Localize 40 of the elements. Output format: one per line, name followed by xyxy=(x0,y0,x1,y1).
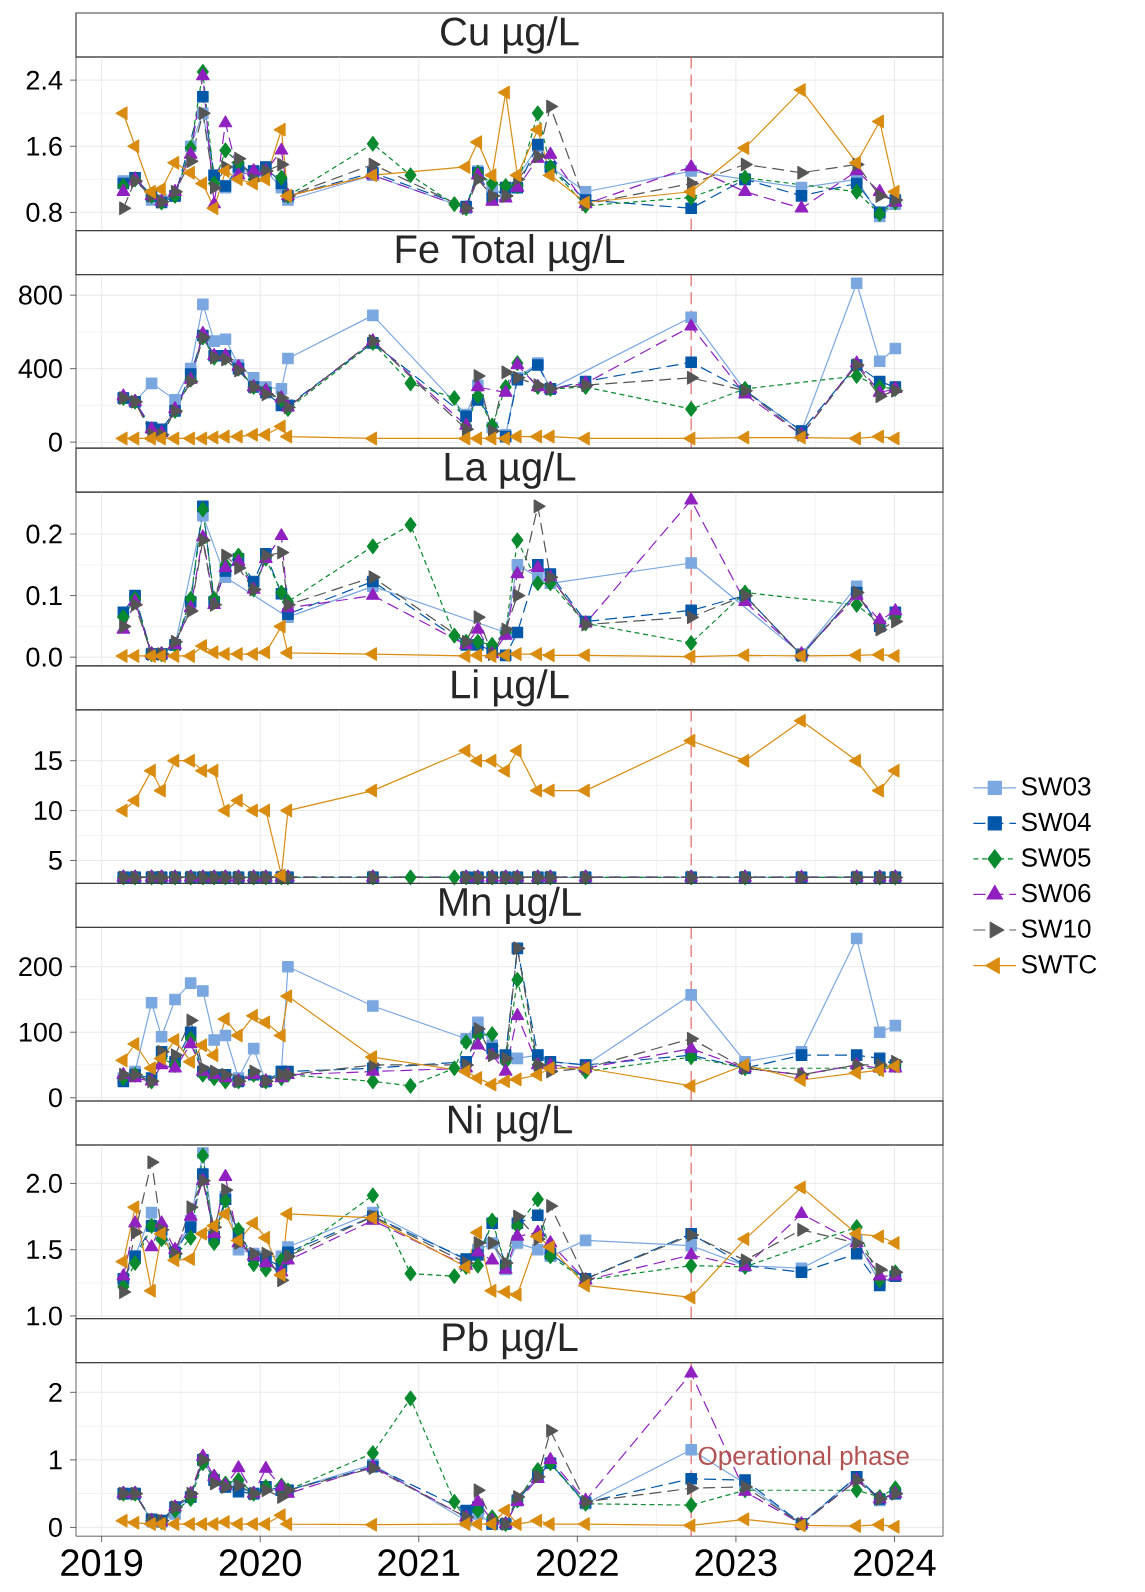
legend-label: SW03 xyxy=(1021,777,1091,796)
x-tick-label: 2022 xyxy=(536,1549,618,1577)
chart-title: Li µg/L xyxy=(452,669,569,707)
y-tick-label: 0.0 xyxy=(26,647,62,667)
x-tick-label: 2020 xyxy=(219,1549,301,1577)
chart-title: Mn µg/L xyxy=(440,886,581,925)
y-tick-label: 0.2 xyxy=(26,524,62,544)
y-tick-label: 15 xyxy=(34,751,62,771)
y-tick-label: 0.1 xyxy=(26,586,62,606)
chart-title: Ni µg/L xyxy=(449,1104,572,1142)
y-tick-label: 5 xyxy=(48,851,62,870)
x-tick-label: 2023 xyxy=(695,1549,777,1577)
legend-label: SW04 xyxy=(1021,812,1091,832)
legend-label: SW06 xyxy=(1021,883,1091,903)
y-tick-label: 1.5 xyxy=(27,1240,62,1260)
legend-label: SW05 xyxy=(1021,848,1091,867)
y-tick-label: 800 xyxy=(19,285,62,305)
legend-label: SWTC xyxy=(1021,954,1097,974)
y-tick-label: 0 xyxy=(48,1088,62,1108)
x-tick-label: 2024 xyxy=(854,1549,936,1577)
y-tick-label: 2.0 xyxy=(26,1173,62,1193)
y-tick-label: 1 xyxy=(50,1450,62,1470)
chart-title: La µg/L xyxy=(445,451,576,489)
y-tick-label: 0 xyxy=(48,432,62,452)
y-tick-label: 1.0 xyxy=(27,1306,62,1326)
y-tick-label: 1.6 xyxy=(27,136,62,156)
y-tick-label: 400 xyxy=(18,359,62,379)
y-tick-label: 200 xyxy=(19,957,62,977)
chart-title: Fe Total µg/L xyxy=(396,233,625,272)
y-tick-label: 0.8 xyxy=(26,202,62,222)
chart-title: Cu µg/L xyxy=(441,16,579,54)
y-tick-label: 2.4 xyxy=(26,70,63,90)
x-tick-label: 2021 xyxy=(378,1549,460,1577)
y-tick-label: 100 xyxy=(19,1022,62,1042)
y-tick-label: 2 xyxy=(49,1382,62,1402)
y-tick-label: 10 xyxy=(34,801,62,821)
y-tick-label: 0 xyxy=(48,1517,62,1537)
chart-title: Pb µg/L xyxy=(443,1321,578,1360)
legend-label: SW10 xyxy=(1021,919,1091,938)
x-tick-label: 2019 xyxy=(61,1549,143,1577)
